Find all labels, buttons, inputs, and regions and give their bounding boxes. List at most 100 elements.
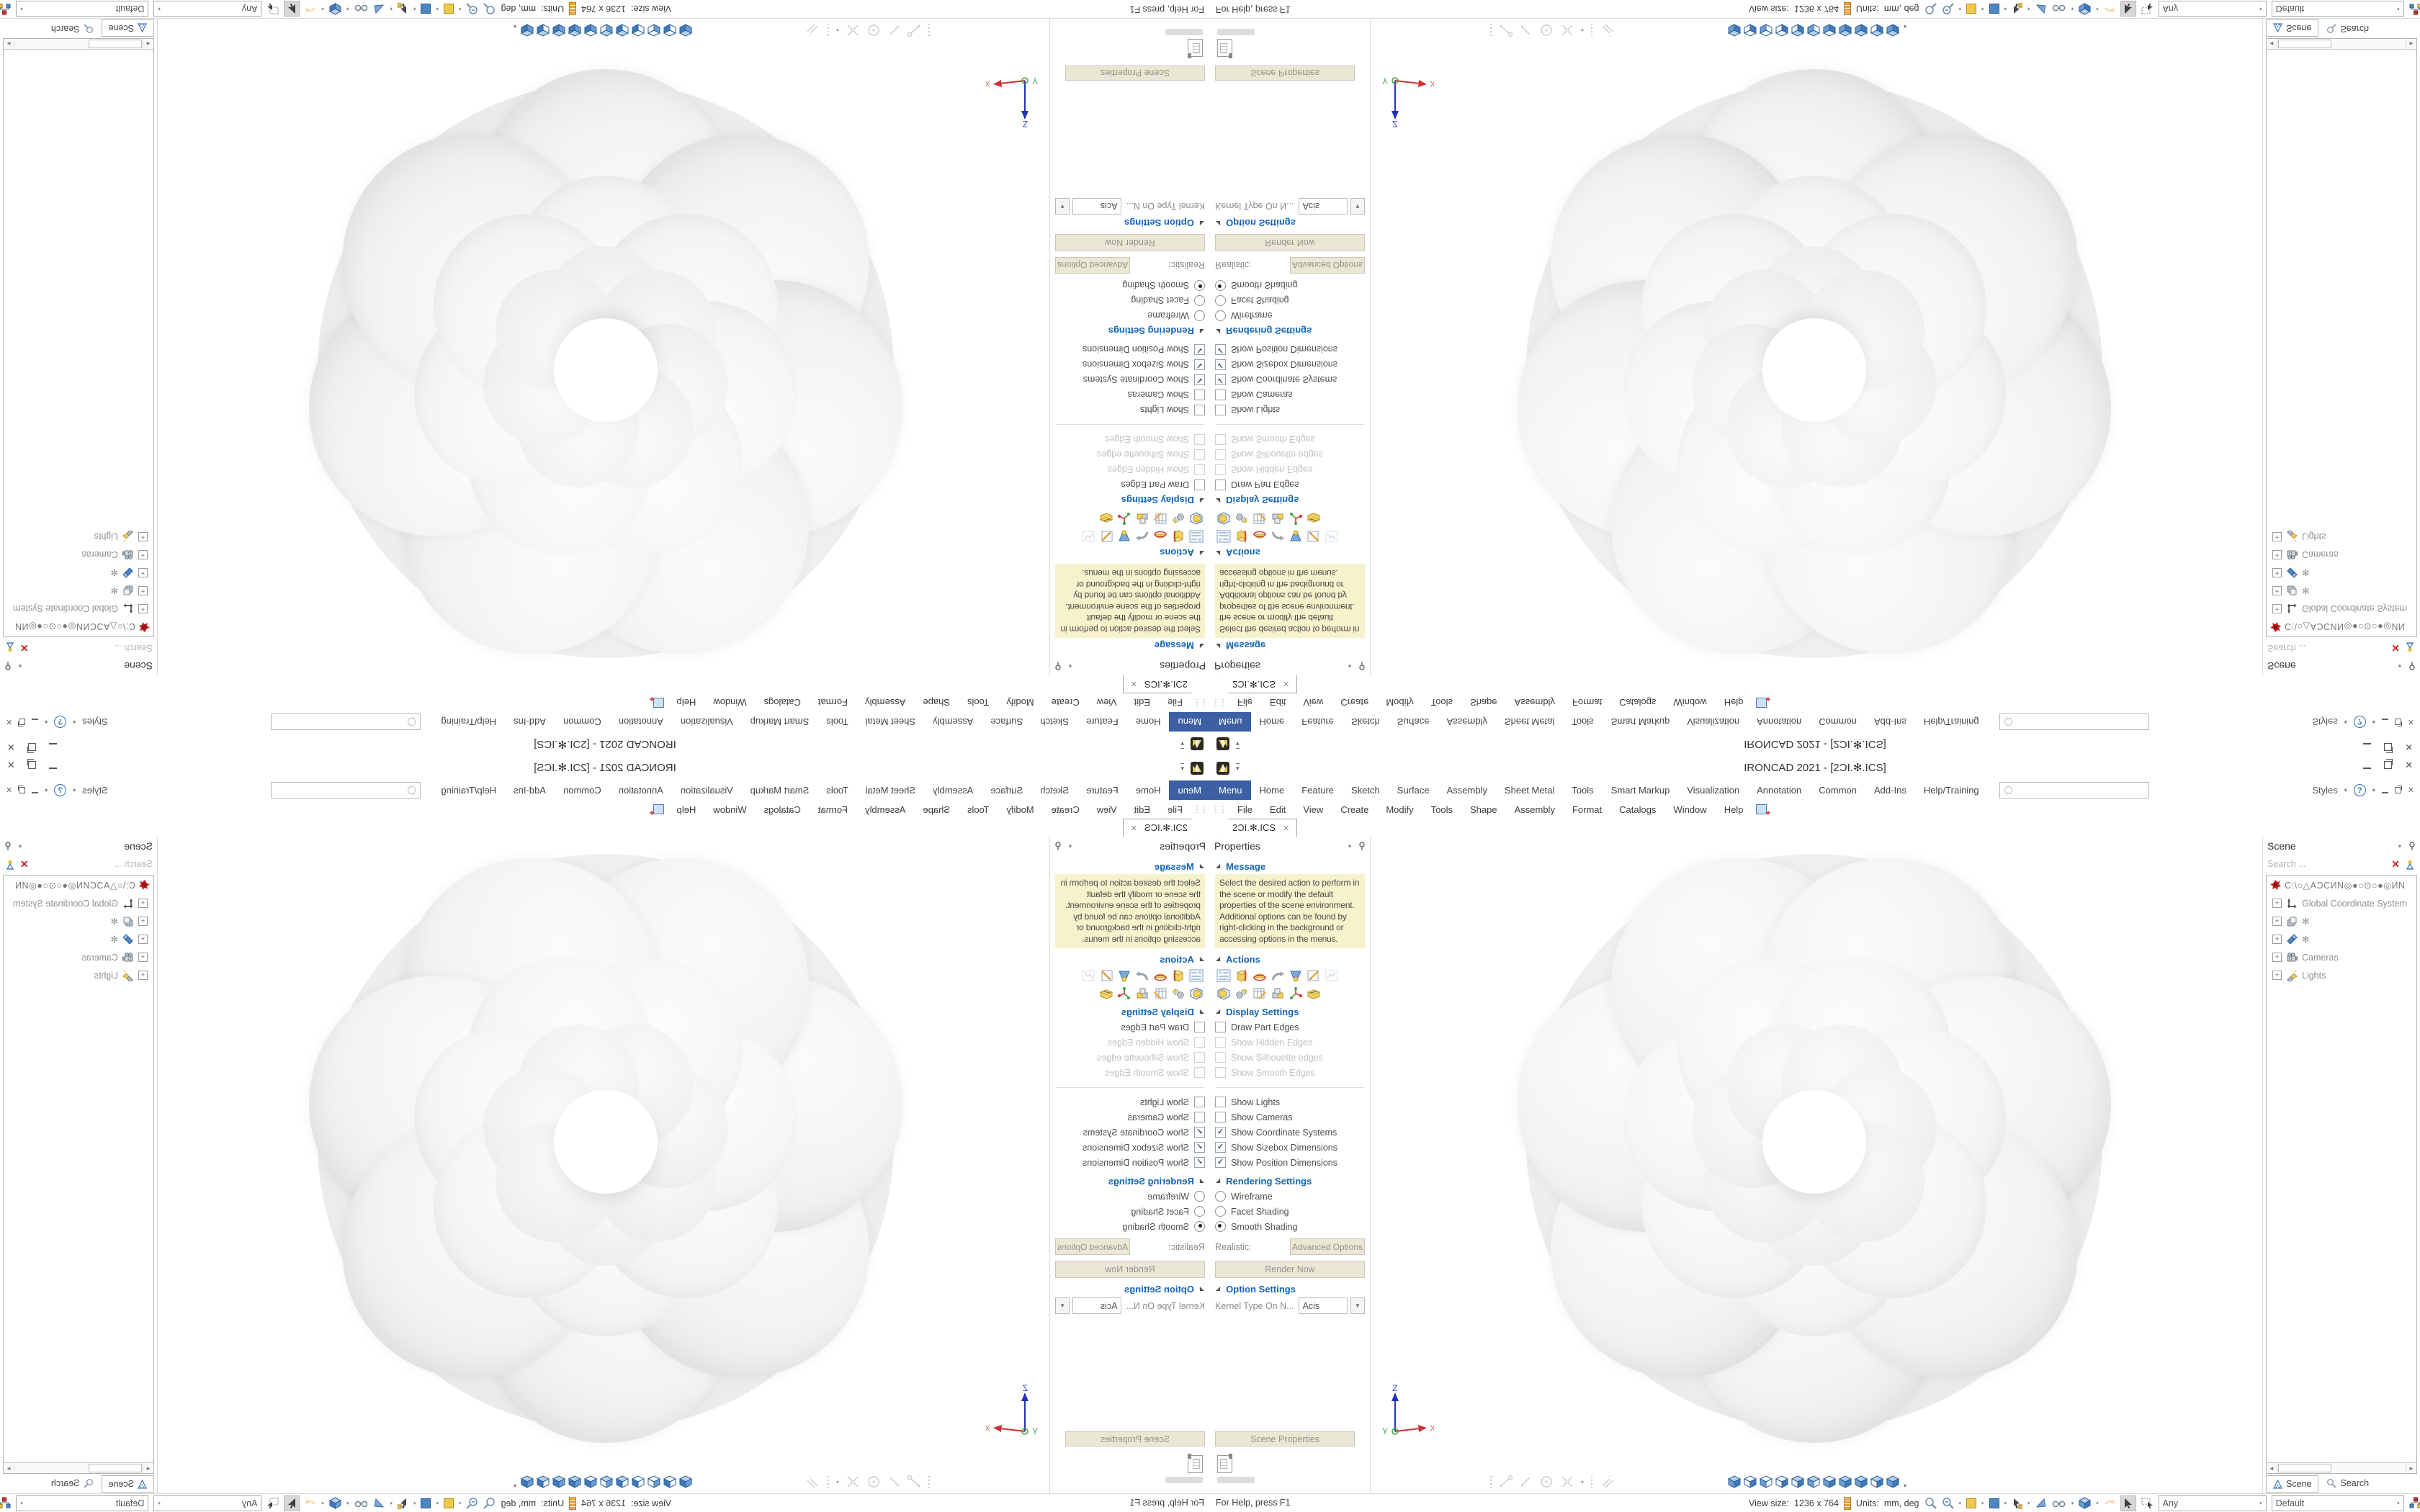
shaded-view-icon[interactable] bbox=[1989, 1498, 1999, 1508]
view-cube-icon[interactable] bbox=[568, 23, 582, 37]
menu-help[interactable]: Help bbox=[676, 697, 696, 708]
tool-caret-icon[interactable]: ▾ bbox=[835, 1478, 839, 1485]
collapsed-catalog-panel[interactable] bbox=[1217, 29, 1255, 57]
revolve-icon[interactable] bbox=[1252, 529, 1267, 544]
tree-item-global-coordinate-system[interactable]: + Global Coordinate System bbox=[2272, 894, 2416, 912]
expander-icon[interactable]: + bbox=[2272, 568, 2282, 577]
render-style-caret-icon[interactable]: ▾ bbox=[436, 6, 439, 12]
config-select[interactable]: Default ▾ bbox=[16, 1, 149, 17]
zoom-in-icon[interactable] bbox=[483, 1497, 496, 1509]
radio-wireframe[interactable]: Wireframe bbox=[1215, 308, 1370, 323]
view-cube-icon[interactable] bbox=[1759, 1475, 1773, 1489]
scene-root-node[interactable]: C:\○△AƆCИN◎●○⊙○●◎ИN bbox=[4, 618, 153, 636]
expander-icon[interactable]: + bbox=[138, 899, 148, 908]
new-window-icon[interactable] bbox=[653, 698, 664, 708]
app-logo-icon[interactable] bbox=[1216, 737, 1230, 751]
wedge-tool-icon[interactable] bbox=[373, 1498, 385, 1509]
checkbox-show-silhouette-edges[interactable]: ✓ Show Silhouette edges bbox=[1050, 1050, 1205, 1065]
menu-window[interactable]: Window bbox=[1673, 697, 1707, 708]
app-logo-icon[interactable] bbox=[1216, 761, 1230, 775]
view-cube-icon[interactable] bbox=[1727, 23, 1742, 37]
expander-icon[interactable]: + bbox=[138, 532, 148, 541]
advanced-options-button[interactable]: Advanced Options bbox=[1290, 257, 1365, 274]
radio-facet-shading[interactable]: Facet Shading bbox=[1215, 1204, 1370, 1219]
styles-dropdown[interactable]: Styles bbox=[2312, 716, 2338, 727]
sweep-icon[interactable] bbox=[1270, 968, 1285, 983]
checkbox-show-cameras[interactable]: ✓ Show Cameras bbox=[1050, 1110, 1205, 1125]
checkbox-icon[interactable]: ✓ bbox=[1215, 344, 1226, 355]
expander-icon[interactable]: + bbox=[138, 953, 148, 962]
tab-tools[interactable]: Tools bbox=[826, 716, 848, 727]
ruler-icon[interactable] bbox=[569, 2, 577, 16]
toolbar-grip-icon[interactable] bbox=[827, 1475, 830, 1488]
point-tool-icon[interactable] bbox=[846, 1475, 860, 1489]
horizontal-scrollbar[interactable]: ◄ ► bbox=[2267, 1462, 2416, 1473]
checkbox-icon[interactable]: ✓ bbox=[1215, 1127, 1226, 1138]
menu-modify[interactable]: Modify bbox=[1386, 697, 1414, 708]
circle-tool-icon[interactable] bbox=[866, 23, 881, 37]
filter-find-icon[interactable] bbox=[2404, 858, 2416, 870]
help-icon[interactable]: ? bbox=[2353, 716, 2366, 728]
checkbox-icon[interactable]: ✓ bbox=[1194, 1067, 1205, 1078]
menu-view[interactable]: View bbox=[1096, 697, 1117, 708]
option-settings-header[interactable]: ◢ Option Settings bbox=[1050, 217, 1204, 228]
cursor-caret-icon[interactable]: ▾ bbox=[390, 1500, 393, 1506]
menu-tools[interactable]: Tools bbox=[967, 804, 990, 815]
tab-sheet-metal[interactable]: Sheet Metal bbox=[865, 785, 916, 796]
collapsed-bar[interactable] bbox=[1217, 1477, 1255, 1483]
scene-search-input[interactable]: Search ... bbox=[114, 859, 153, 869]
mdi-restore-button[interactable] bbox=[2394, 719, 2401, 725]
export-box-icon[interactable] bbox=[1306, 511, 1321, 526]
close-button[interactable]: ✕ bbox=[7, 760, 15, 770]
clear-search-icon[interactable]: ✕ bbox=[2391, 858, 2400, 870]
checkbox-icon[interactable]: ✓ bbox=[1215, 1022, 1226, 1032]
expander-icon[interactable]: + bbox=[2272, 953, 2282, 962]
undo-view-icon[interactable] bbox=[2104, 1498, 2115, 1508]
edit-sketch-icon[interactable] bbox=[1099, 529, 1114, 544]
display-settings-header[interactable]: ◢ Display Settings bbox=[1050, 495, 1204, 505]
message-section-header[interactable]: ◢ Message bbox=[1050, 861, 1204, 872]
toolbar-grip-icon[interactable] bbox=[928, 24, 931, 37]
checkbox-show-smooth-edges[interactable]: ✓ Show Smooth Edges bbox=[1215, 432, 1370, 447]
tab-add-ins[interactable]: Add-Ins bbox=[514, 716, 546, 727]
tab-home[interactable]: Home bbox=[1259, 716, 1285, 727]
scene-box-icon[interactable] bbox=[1189, 986, 1204, 1001]
kernel-dropdown-icon[interactable]: ▼ bbox=[1350, 1297, 1365, 1314]
render-style-icon[interactable] bbox=[443, 4, 454, 14]
tree-item-part-1[interactable]: + ✻ bbox=[2272, 912, 2416, 930]
tab-surface[interactable]: Surface bbox=[1397, 785, 1430, 796]
render-style-caret-icon[interactable]: ▾ bbox=[1981, 1500, 1984, 1506]
model-blob-part[interactable] bbox=[1512, 68, 2117, 672]
view-cube-icon[interactable] bbox=[552, 23, 566, 37]
radio-smooth-shading[interactable]: Smooth Shading bbox=[1050, 278, 1205, 293]
radio-icon[interactable] bbox=[1194, 1191, 1205, 1202]
radio-icon[interactable] bbox=[1194, 280, 1205, 291]
circle-tool-icon[interactable] bbox=[1539, 1475, 1554, 1489]
render-style-icon[interactable] bbox=[1966, 4, 1977, 14]
styles-caret-icon[interactable]: ▾ bbox=[73, 719, 76, 725]
shaded-view-icon[interactable] bbox=[1989, 4, 1999, 14]
tab-visualization[interactable]: Visualization bbox=[1687, 716, 1740, 727]
table-edit-icon[interactable] bbox=[1153, 511, 1168, 526]
scene-properties-button[interactable]: Scene Properties bbox=[1065, 1431, 1205, 1446]
marquee-select-icon[interactable] bbox=[266, 1498, 279, 1508]
marquee-select-icon[interactable] bbox=[2141, 4, 2154, 14]
edit-sketch-icon[interactable] bbox=[1099, 968, 1114, 983]
view-cube-icon[interactable] bbox=[647, 23, 661, 37]
option-settings-header[interactable]: ◢ Option Settings bbox=[1050, 1284, 1204, 1295]
model-blob-part[interactable] bbox=[303, 68, 908, 672]
scene-properties-button[interactable]: Scene Properties bbox=[1215, 1431, 1355, 1446]
view-cube-icon[interactable] bbox=[1806, 1475, 1821, 1489]
blocks-icon[interactable] bbox=[1135, 511, 1150, 526]
kernel-type-select[interactable]: Acis bbox=[1072, 198, 1122, 215]
line-tool-icon[interactable] bbox=[887, 1475, 900, 1488]
actions-section-header[interactable]: ◢ Actions bbox=[1050, 954, 1204, 965]
line-point-tool-icon[interactable] bbox=[1499, 23, 1513, 37]
view-cube-icon[interactable] bbox=[1854, 1475, 1868, 1489]
tree-item-part-2[interactable]: + ✻ bbox=[2272, 564, 2416, 582]
menu-create[interactable]: Create bbox=[1340, 804, 1369, 815]
document-tab[interactable]: 2ƆI.✻.ICS ✕ bbox=[1220, 675, 1297, 693]
checkbox-icon[interactable]: ✓ bbox=[1215, 359, 1226, 370]
checkbox-icon[interactable]: ✓ bbox=[1194, 1052, 1205, 1063]
revolve-icon[interactable] bbox=[1252, 968, 1267, 983]
